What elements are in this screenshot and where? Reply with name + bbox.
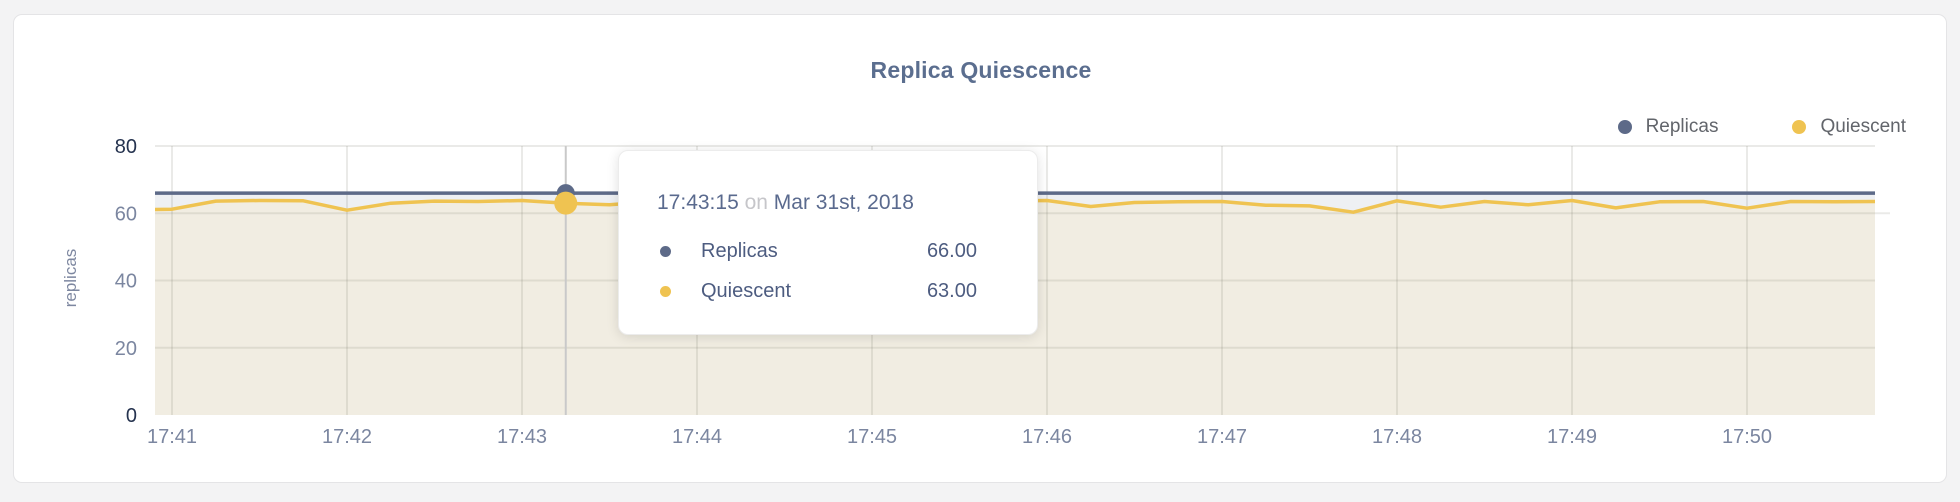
y-axis-tick-label: 20	[115, 338, 137, 360]
quiescent-hover-marker	[554, 191, 578, 215]
tooltip-timestamp: 17:43:15 on Mar 31st, 2018	[657, 191, 977, 215]
tooltip-row-quiescent: Quiescent 63.00	[657, 271, 977, 311]
hover-tooltip: 17:43:15 on Mar 31st, 2018 Replicas 66.0…	[618, 150, 1038, 335]
x-axis-tick-label: 17:49	[1547, 426, 1597, 448]
y-axis-tick-label: 80	[115, 136, 137, 158]
replicas-dot-icon	[1617, 120, 1632, 134]
x-axis-tick-label: 17:48	[1372, 426, 1422, 448]
y-axis-tick-label: 40	[115, 271, 137, 293]
quiescent-area-fill	[155, 200, 1875, 415]
x-axis-tick-label: 17:43	[497, 426, 547, 448]
y-axis-tick-label: 60	[115, 203, 137, 225]
tooltip-date: Mar 31st, 2018	[773, 191, 914, 214]
replicas-dot-icon	[660, 245, 671, 257]
x-axis-tick-label: 17:47	[1197, 426, 1247, 448]
x-axis-tick-label: 17:42	[322, 426, 372, 448]
tooltip-series-name: Replicas	[701, 239, 778, 262]
tooltip-series-value: 66.00	[926, 239, 977, 262]
legend: Replicas Quiescent	[1617, 116, 1906, 138]
x-axis-tick-label: 17:50	[1722, 426, 1772, 448]
quiescent-dot-icon	[660, 285, 671, 297]
x-axis-tick-label: 17:46	[1022, 426, 1072, 448]
legend-item-replicas[interactable]: Replicas	[1617, 116, 1719, 138]
y-axis-tick-label: 0	[126, 405, 137, 427]
legend-item-quiescent[interactable]: Quiescent	[1792, 116, 1906, 138]
quiescent-line	[155, 198, 1875, 214]
quiescent-dot-icon	[1792, 120, 1807, 134]
x-axis-tick-label: 17:41	[147, 426, 197, 448]
chart-title: Replica Quiescence	[870, 57, 1092, 83]
x-axis-tick-label: 17:45	[847, 426, 897, 448]
x-axis-tick-label: 17:44	[672, 426, 722, 448]
tooltip-time: 17:43:15	[657, 191, 739, 214]
legend-label-replicas: Replicas	[1645, 116, 1719, 137]
tooltip-row-replicas: Replicas 66.00	[657, 231, 977, 271]
tooltip-series-name: Quiescent	[701, 279, 792, 302]
tooltip-series-value: 63.00	[926, 279, 977, 302]
legend-label-quiescent: Quiescent	[1820, 116, 1906, 137]
tooltip-connector: on	[744, 191, 768, 214]
